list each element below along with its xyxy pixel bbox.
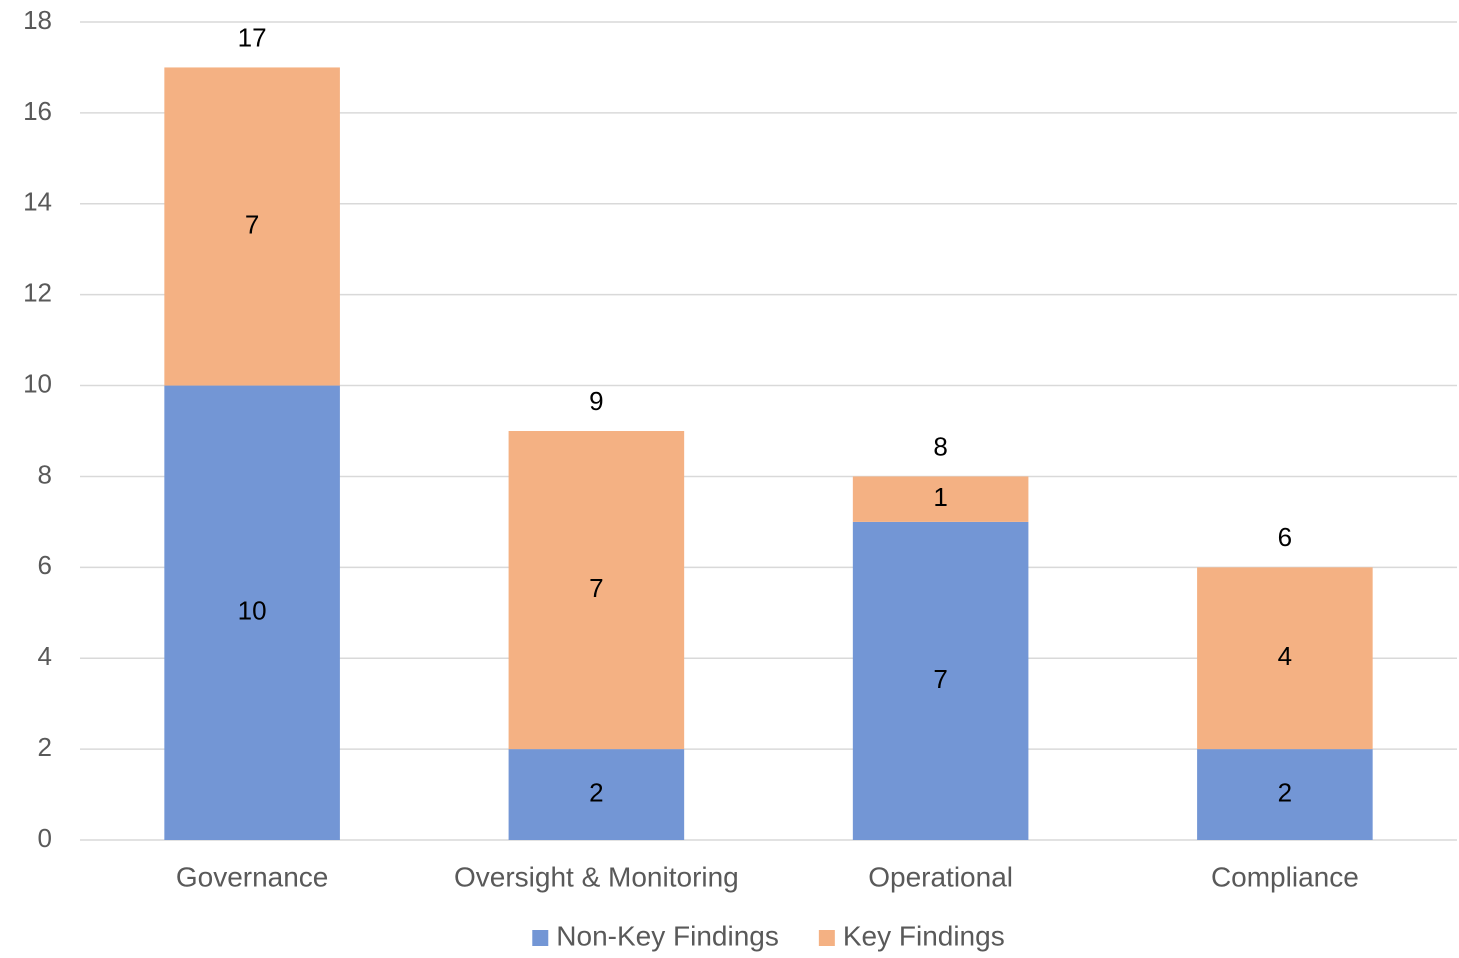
y-tick-label: 0 bbox=[38, 823, 52, 853]
y-tick-label: 10 bbox=[23, 368, 52, 398]
x-tick-label: Oversight & Monitoring bbox=[454, 861, 739, 892]
data-label: 1 bbox=[933, 482, 947, 512]
bar-segment bbox=[508, 431, 685, 750]
data-label: 2 bbox=[1278, 777, 1292, 807]
legend-label: Non-Key Findings bbox=[556, 920, 779, 951]
data-label: 10 bbox=[238, 596, 267, 626]
y-tick-label: 8 bbox=[38, 459, 52, 489]
y-tick-label: 18 bbox=[23, 5, 52, 35]
data-label: 7 bbox=[933, 664, 947, 694]
legend-label: Key Findings bbox=[843, 920, 1005, 951]
total-label: 8 bbox=[933, 431, 947, 461]
y-tick-label: 6 bbox=[38, 550, 52, 580]
x-tick-label: Operational bbox=[868, 861, 1013, 892]
data-label: 7 bbox=[245, 209, 259, 239]
y-tick-label: 14 bbox=[23, 187, 52, 217]
bar-segment bbox=[164, 67, 340, 386]
data-label: 2 bbox=[589, 777, 603, 807]
y-tick-label: 12 bbox=[23, 278, 52, 308]
y-tick-label: 2 bbox=[38, 732, 52, 762]
legend-swatch bbox=[818, 930, 835, 946]
x-tick-label: Governance bbox=[176, 861, 329, 892]
y-tick-label: 4 bbox=[38, 641, 52, 671]
total-label: 17 bbox=[238, 22, 267, 52]
bar-segment bbox=[1197, 749, 1373, 840]
x-tick-label: Compliance bbox=[1211, 861, 1359, 892]
bar-segment bbox=[164, 385, 340, 840]
legend-swatch bbox=[532, 930, 549, 946]
y-tick-label: 16 bbox=[23, 96, 52, 126]
total-label: 9 bbox=[589, 386, 603, 416]
bar-segment bbox=[508, 749, 685, 840]
bar-segment bbox=[852, 476, 1029, 522]
data-label: 4 bbox=[1278, 641, 1292, 671]
bar-segment bbox=[852, 521, 1029, 840]
total-label: 6 bbox=[1278, 522, 1292, 552]
data-label: 7 bbox=[589, 573, 603, 603]
bar-segment bbox=[1197, 567, 1373, 750]
